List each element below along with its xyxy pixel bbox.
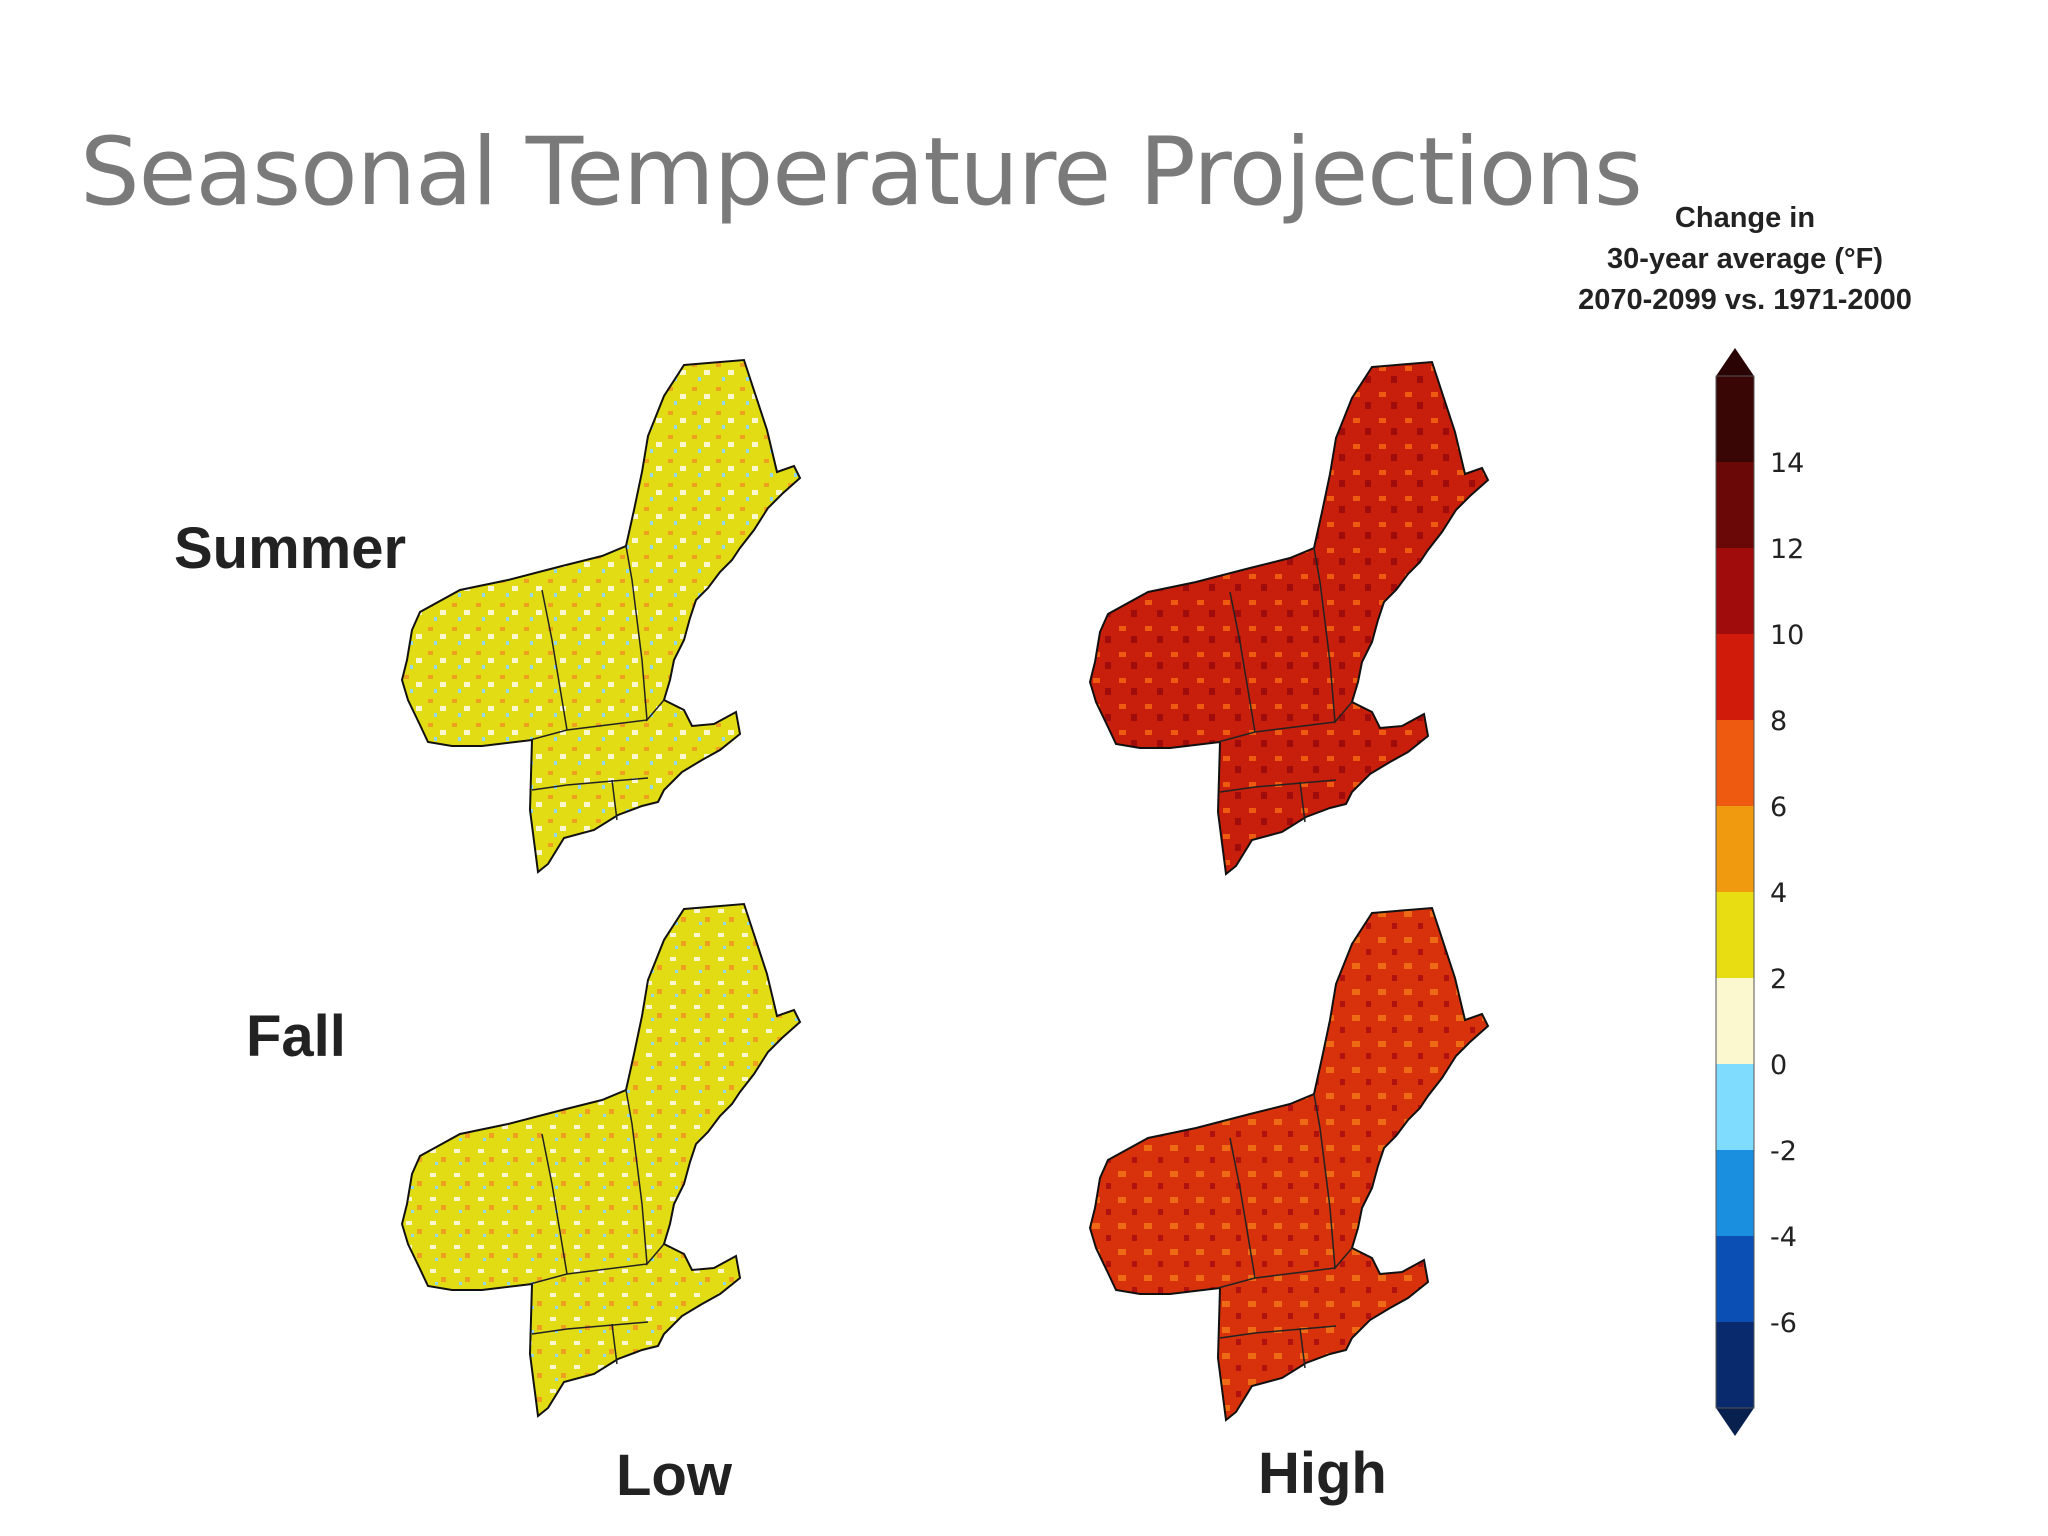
colorbar-bin	[1716, 1236, 1754, 1322]
colorbar-bin	[1716, 376, 1754, 462]
colorbar-bin	[1716, 892, 1754, 978]
colorbar-under-arrow	[1716, 1408, 1754, 1436]
colorbar-outline	[1715, 375, 1755, 1409]
colorbar-bin	[1716, 978, 1754, 1064]
map-summer-low	[400, 358, 802, 874]
colorbar-tick-label: -6	[1770, 1308, 1797, 1339]
colorbar: 14 12 10 8 6 4 2 0 -2 -4 -6	[1715, 348, 1804, 1436]
colorbar-tick-label: 12	[1770, 534, 1804, 565]
colorbar-bin	[1716, 1322, 1754, 1408]
colorbar-bin	[1716, 806, 1754, 892]
colorbar-over-arrow	[1716, 348, 1754, 376]
column-label-high: High	[1258, 1441, 1387, 1506]
colorbar-bin	[1716, 1150, 1754, 1236]
colorbar-bin	[1716, 1064, 1754, 1150]
row-label-fall: Fall	[246, 1004, 346, 1069]
colorbar-bin	[1716, 720, 1754, 806]
map-fall-high	[1088, 906, 1490, 1422]
legend-title-line-3: 2070-2099 vs. 1971-2000	[1578, 284, 1912, 316]
colorbar-tick-label: 6	[1770, 792, 1787, 823]
map-summer-high	[1088, 360, 1490, 876]
colorbar-bin	[1716, 462, 1754, 548]
colorbar-tick-label: 0	[1770, 1050, 1787, 1081]
colorbar-tick-label: -2	[1770, 1136, 1797, 1167]
legend-title-line-1: Change in	[1674, 202, 1816, 234]
colorbar-bin	[1716, 634, 1754, 720]
legend-title: Change in 30-year average (°F) 2070-2099…	[1555, 198, 1935, 321]
column-label-low: Low	[616, 1443, 732, 1508]
colorbar-tick-label: 8	[1770, 706, 1787, 737]
legend-title-line-2: 30-year average (°F)	[1607, 243, 1883, 275]
colorbar-tick-label: -4	[1770, 1222, 1797, 1253]
slide-title: Seasonal Temperature Projections	[80, 118, 1643, 227]
colorbar-tick-label: 4	[1770, 878, 1787, 909]
row-label-summer: Summer	[174, 516, 407, 581]
colorbar-tick-label: 10	[1770, 620, 1804, 651]
colorbar-tick-label: 14	[1770, 448, 1804, 479]
map-fall-low	[400, 902, 802, 1418]
colorbar-bin	[1716, 548, 1754, 634]
colorbar-tick-label: 2	[1770, 964, 1787, 995]
